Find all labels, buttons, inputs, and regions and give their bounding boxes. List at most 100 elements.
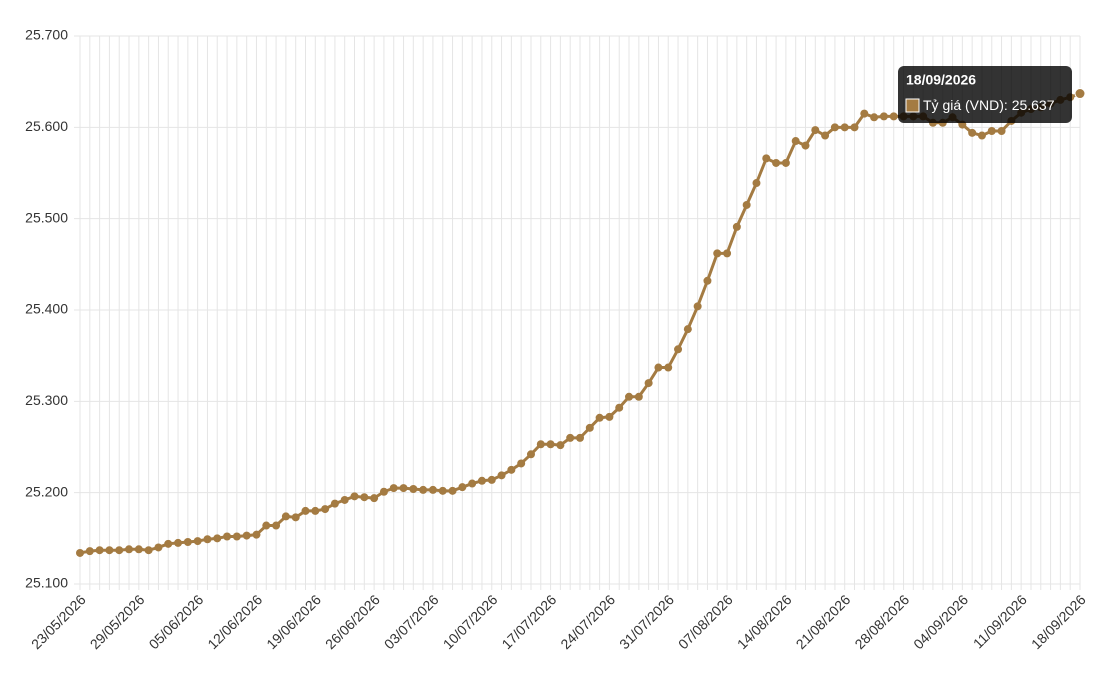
x-tick-label: 19/06/2026	[263, 591, 324, 652]
y-tick-label: 25.300	[25, 392, 68, 408]
data-point	[330, 499, 339, 508]
data-point	[487, 475, 496, 484]
data-point	[291, 513, 300, 522]
data-point	[154, 543, 163, 552]
data-point	[262, 521, 271, 530]
data-point	[693, 302, 702, 311]
data-point	[840, 123, 849, 132]
data-point	[576, 433, 584, 442]
data-point	[164, 539, 173, 548]
x-tick-label: 10/07/2026	[440, 591, 501, 652]
data-point	[95, 546, 104, 555]
data-point	[428, 485, 437, 494]
x-tick-label: 03/07/2026	[381, 591, 442, 652]
x-tick-label: 24/07/2026	[557, 591, 618, 652]
data-point	[536, 440, 545, 449]
data-point	[977, 131, 986, 140]
x-tick: 03/07/2026	[381, 591, 442, 652]
y-tick-label: 25.400	[25, 301, 68, 317]
data-point	[125, 545, 134, 554]
data-point	[281, 512, 290, 521]
data-point	[595, 413, 604, 422]
data-point	[703, 276, 712, 285]
y-tick-label: 25.500	[25, 209, 68, 225]
data-point	[419, 485, 428, 494]
data-point	[634, 392, 643, 401]
x-tick-label: 23/05/2026	[28, 591, 89, 652]
data-point	[76, 548, 84, 557]
data-point	[497, 471, 506, 480]
data-point	[664, 363, 673, 372]
data-point	[723, 249, 732, 258]
data-point	[644, 379, 653, 388]
data-point	[360, 493, 369, 502]
data-point	[409, 485, 418, 494]
data-point	[350, 492, 359, 501]
data-point	[242, 531, 251, 540]
x-tick-label: 26/06/2026	[322, 591, 383, 652]
data-point	[654, 363, 663, 372]
data-point	[791, 137, 800, 146]
x-tick: 19/06/2026	[263, 591, 324, 652]
data-point	[389, 484, 398, 493]
x-tick-label: 14/08/2026	[734, 591, 795, 652]
tooltip: 18/09/2026 Tỷ giá (VND): 25.637	[898, 66, 1072, 123]
data-point	[370, 494, 379, 503]
tooltip-label: Tỷ giá (VND): 25.637	[923, 97, 1055, 113]
data-point	[340, 495, 349, 504]
x-tick-label: 07/08/2026	[675, 591, 736, 652]
data-point	[213, 534, 222, 543]
data-point	[85, 547, 94, 556]
data-point	[585, 423, 594, 432]
x-tick-label: 21/08/2026	[793, 591, 854, 652]
data-point	[321, 505, 330, 514]
y-tick-label: 25.200	[25, 483, 68, 499]
data-point	[801, 141, 810, 150]
data-point	[517, 459, 526, 468]
data-point	[732, 222, 741, 231]
tooltip-value: 25.637	[1012, 97, 1055, 113]
x-tick-label: 05/06/2026	[146, 591, 207, 652]
data-point	[507, 465, 516, 474]
data-point	[889, 112, 898, 121]
x-tick: 24/07/2026	[557, 591, 618, 652]
x-tick: 18/09/2026	[1028, 591, 1089, 652]
data-point	[987, 126, 996, 135]
data-point	[821, 131, 830, 140]
data-point	[997, 126, 1006, 135]
data-point	[762, 154, 771, 163]
data-point	[605, 412, 614, 421]
x-tick-label: 31/07/2026	[616, 591, 677, 652]
data-point	[174, 538, 183, 547]
data-point	[448, 486, 457, 495]
y-tick-label: 25.700	[25, 27, 68, 43]
data-point	[625, 392, 634, 401]
data-point	[183, 537, 192, 546]
data-point	[458, 483, 467, 492]
x-tick-label: 29/05/2026	[87, 591, 148, 652]
data-point	[674, 345, 683, 354]
x-tick-label: 17/07/2026	[498, 591, 559, 652]
data-point	[968, 128, 977, 137]
x-tick-label: 12/06/2026	[204, 591, 265, 652]
tooltip-swatch	[905, 98, 920, 113]
x-tick: 17/07/2026	[498, 591, 559, 652]
x-tick: 04/09/2026	[910, 591, 971, 652]
data-point	[232, 532, 241, 541]
x-tick-label: 11/09/2026	[970, 591, 1030, 651]
data-point	[683, 325, 692, 334]
data-point	[301, 506, 310, 515]
data-point	[468, 479, 477, 488]
x-tick-label: 28/08/2026	[851, 591, 912, 652]
x-tick: 07/08/2026	[675, 591, 736, 652]
data-point	[742, 200, 751, 209]
x-tick: 21/08/2026	[793, 591, 854, 652]
data-point	[830, 123, 839, 132]
data-point	[566, 433, 575, 442]
y-tick-label: 25.600	[25, 118, 68, 134]
data-point	[850, 123, 859, 132]
data-point	[105, 546, 114, 555]
x-tick-label: 04/09/2026	[910, 591, 971, 652]
